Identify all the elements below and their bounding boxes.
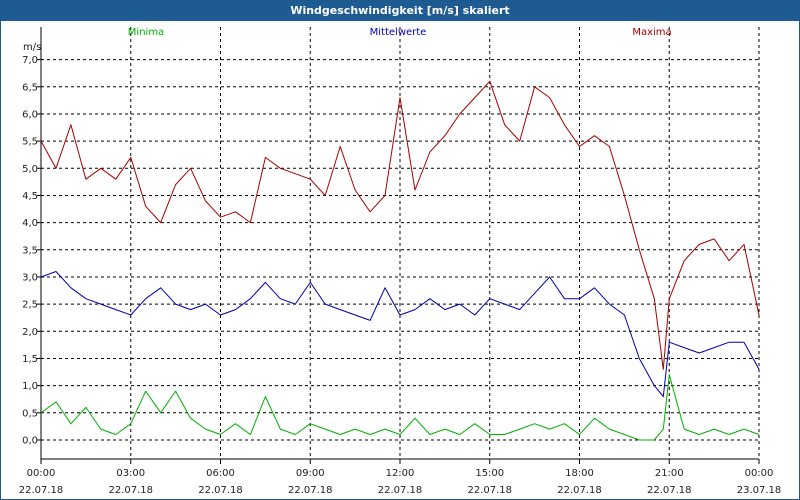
- x-tick-label-time: 06:00: [206, 468, 235, 479]
- y-tick-label: 5,5: [22, 137, 38, 148]
- x-tick-label-date: 22.07.18: [378, 485, 423, 496]
- series-line-mittel: [40, 271, 760, 397]
- x-tick-label-date: 22.07.18: [467, 485, 512, 496]
- y-tick-label: 6,5: [22, 82, 38, 93]
- grid-lines: [37, 27, 760, 464]
- series-line-maxima: [40, 80, 760, 370]
- chart-title: Windgeschwindigkeit [m/s] skaliert: [1, 1, 799, 21]
- y-tick-label: 6,0: [22, 109, 38, 120]
- y-tick-label: 3,0: [22, 272, 38, 283]
- legend-mittelwerte: Mittelwerte: [370, 27, 427, 38]
- x-tick-label-date: 22.07.18: [288, 485, 333, 496]
- y-tick-label: 7,0: [22, 55, 38, 66]
- x-tick-label-date: 23.07.18: [737, 485, 782, 496]
- legend: Minima Mittelwerte Maxima: [128, 27, 672, 38]
- y-axis-unit-label: m/s: [23, 42, 41, 53]
- x-tick-labels: 00:00 22.07.18 03:00 22.07.18 06:00 22.07.18 0…: [19, 468, 782, 496]
- x-tick-label-date: 22.07.18: [198, 485, 243, 496]
- y-tick-label: 4,5: [22, 191, 38, 202]
- x-tick-label-time: 03:00: [116, 468, 145, 479]
- wind-speed-chart: 0,0 0,5 1,0 1,5 2,0 2,5 3,0 3,5 4,0 4,5 5,0 5,5 6,0 6…: [19, 27, 782, 496]
- legend-minima: Minima: [128, 27, 164, 38]
- y-tick-label: 2,5: [22, 300, 38, 311]
- y-tick-label: 3,5: [22, 245, 38, 256]
- y-tick-label: 0,0: [22, 435, 38, 446]
- y-tick-label: 1,0: [22, 381, 38, 392]
- series-line-minima: [40, 374, 760, 441]
- y-tick-label: 0,5: [22, 408, 38, 419]
- x-tick-label-date: 22.07.18: [108, 485, 153, 496]
- y-tick-labels: 0,0 0,5 1,0 1,5 2,0 2,5 3,0 3,5 4,0 4,5 5,0 5,5 6,0 6…: [22, 55, 38, 446]
- y-tick-label: 2,0: [22, 327, 38, 338]
- x-tick-label-time: 00:00: [745, 468, 774, 479]
- x-tick-label-time: 21:00: [655, 468, 684, 479]
- legend-maxima: Maxima: [632, 27, 671, 38]
- y-tick-label: 1,5: [22, 354, 38, 365]
- y-tick-label: 5,0: [22, 164, 38, 175]
- x-tick-label-date: 22.07.18: [19, 485, 64, 496]
- x-tick-label-time: 18:00: [565, 468, 594, 479]
- x-tick-label-date: 22.07.18: [557, 485, 602, 496]
- x-tick-label-time: 00:00: [27, 468, 56, 479]
- series-lines: [40, 80, 760, 441]
- x-tick-label-time: 12:00: [386, 468, 415, 479]
- x-tick-label-time: 15:00: [475, 468, 504, 479]
- y-tick-label: 4,0: [22, 218, 38, 229]
- x-tick-label-date: 22.07.18: [647, 485, 692, 496]
- x-tick-label-time: 09:00: [296, 468, 325, 479]
